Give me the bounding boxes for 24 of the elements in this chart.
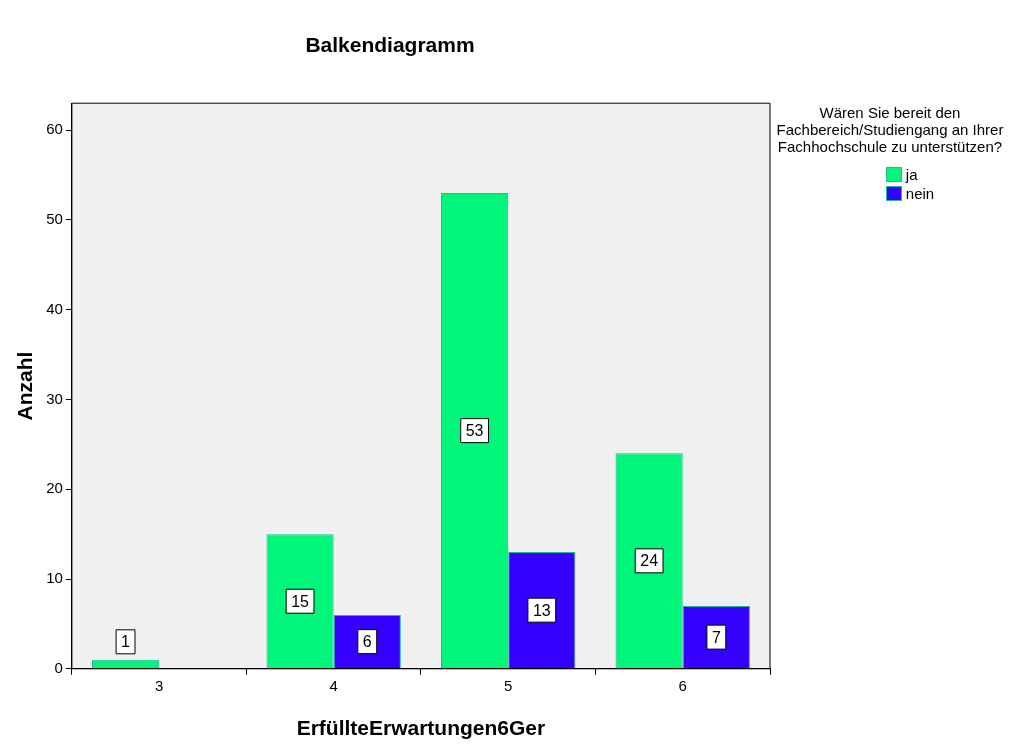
x-tick-label: 3 <box>154 676 164 694</box>
legend-label: ja <box>905 166 918 183</box>
x-tick-label: 4 <box>329 676 338 694</box>
data-label: 13 <box>532 601 551 619</box>
y-tick-label: 40 <box>46 299 63 317</box>
y-tick-label: 60 <box>46 120 63 138</box>
data-label: 24 <box>640 552 659 570</box>
y-tick-label: 20 <box>46 479 63 497</box>
legend-label: nein <box>905 185 935 202</box>
y-axis-title: Anzahl <box>13 351 37 421</box>
y-tick-label: 0 <box>54 658 63 676</box>
y-tick-label: 30 <box>46 389 63 407</box>
x-tick-label: 6 <box>678 676 687 694</box>
data-label: 1 <box>121 633 131 651</box>
data-label: 53 <box>465 422 484 440</box>
x-axis-title: ErfüllteErwartungen6Ger <box>296 716 546 740</box>
data-label: 15 <box>291 592 310 610</box>
data-label: 6 <box>362 633 372 651</box>
y-tick-label: 50 <box>46 210 63 228</box>
x-tick-label: 5 <box>504 676 513 694</box>
y-tick-label: 10 <box>46 569 63 587</box>
legend-title: Wären Sie bereit den Fachbereich/Studiengang an Ihrer Fachhochschule zu unterstützen? <box>775 104 1005 155</box>
chart-title: Balkendiagramm <box>305 33 475 57</box>
data-label: 7 <box>711 628 721 646</box>
